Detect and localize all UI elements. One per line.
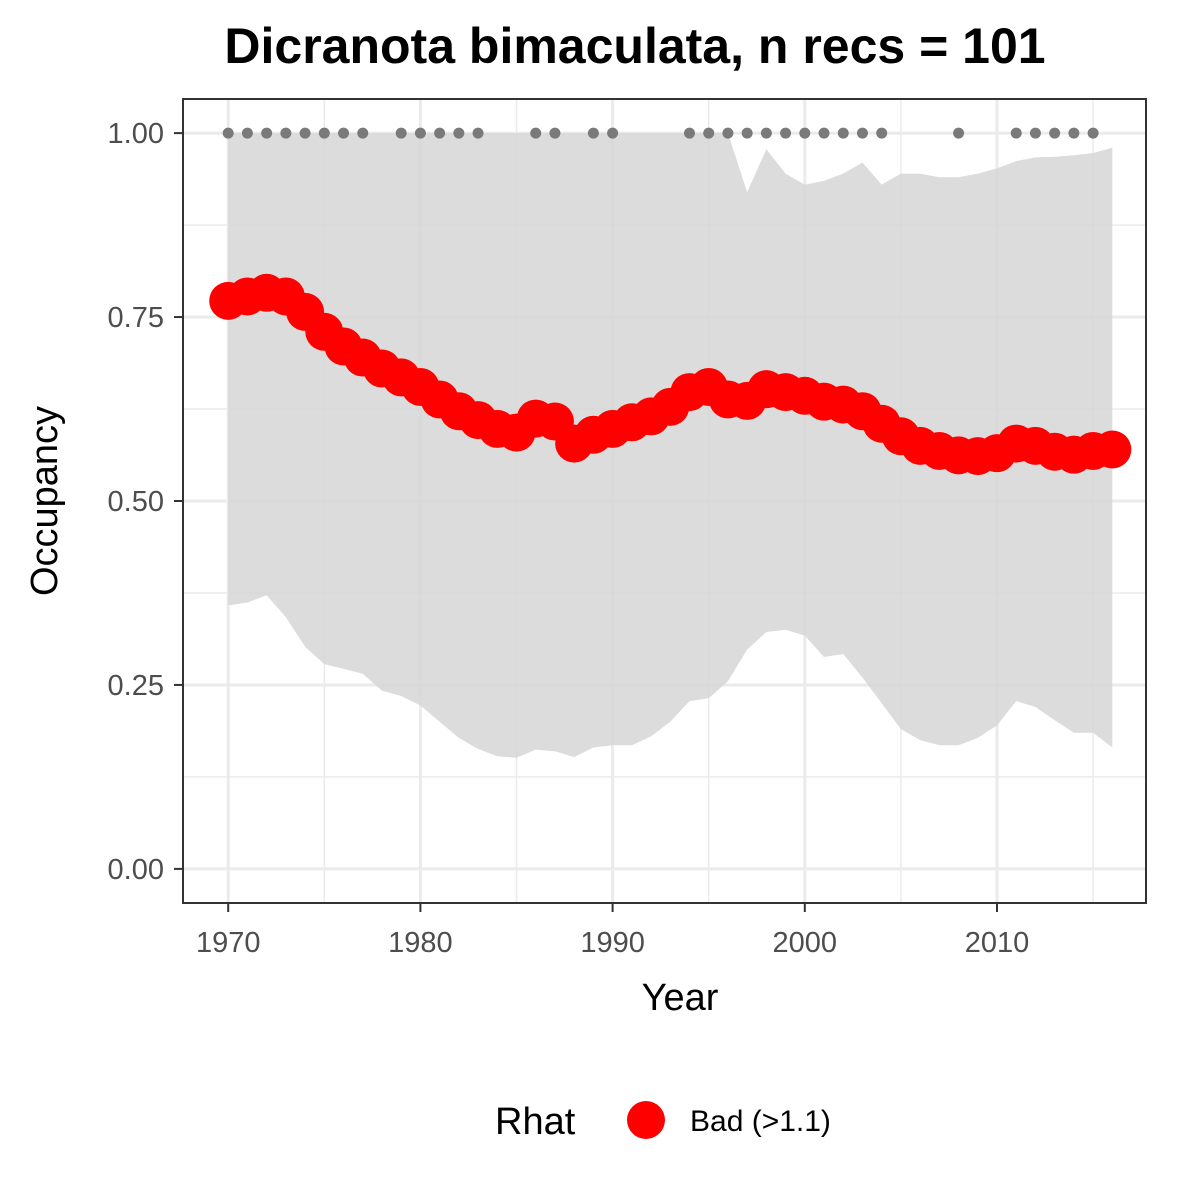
x-tick-label: 2000 — [773, 927, 838, 959]
credible-interval-area — [228, 133, 1113, 758]
record-dot — [299, 127, 311, 139]
record-dot — [318, 127, 330, 139]
record-dot — [760, 127, 772, 139]
record-dot — [338, 127, 350, 139]
x-tick-label: 1970 — [196, 927, 261, 959]
record-dot — [1010, 127, 1022, 139]
record-dot — [357, 127, 369, 139]
record-dot — [1087, 127, 1099, 139]
record-dot — [741, 127, 753, 139]
y-tick-label: 0.25 — [108, 670, 164, 702]
credible-interval-band — [228, 133, 1113, 758]
record-dot — [261, 127, 273, 139]
y-tick-label: 0.50 — [108, 486, 164, 518]
x-tick-label: 2010 — [965, 927, 1030, 959]
x-axis-title: Year — [642, 977, 719, 1019]
record-dot — [280, 127, 292, 139]
record-dot — [683, 127, 695, 139]
y-tick-label: 1.00 — [108, 118, 164, 150]
record-dot — [472, 127, 484, 139]
legend: Rhat Bad (>1.1) — [495, 1101, 831, 1143]
y-tick-label: 0.75 — [108, 302, 164, 334]
occupancy-series — [209, 273, 1132, 476]
record-dot — [856, 127, 868, 139]
legend-title: Rhat — [495, 1101, 576, 1143]
x-tick-label: 1980 — [388, 927, 453, 959]
y-axis-title: Occupancy — [24, 406, 66, 596]
record-dots — [222, 127, 1099, 139]
record-dot — [414, 127, 426, 139]
x-tick-label: 1990 — [580, 927, 645, 959]
axes: 1970 1980 1990 2000 2010 0.00 0.25 0.50 0.75 1.00 — [108, 118, 1030, 959]
record-dot — [587, 127, 599, 139]
record-dot — [703, 127, 715, 139]
record-dot — [780, 127, 792, 139]
record-dot — [1049, 127, 1061, 139]
legend-label-bad: Bad (>1.1) — [690, 1105, 831, 1138]
record-dot — [1068, 127, 1080, 139]
y-tick-label: 0.00 — [108, 854, 164, 886]
record-dot — [395, 127, 407, 139]
occupancy-point — [1093, 430, 1132, 469]
record-dot — [530, 127, 542, 139]
record-dot — [722, 127, 734, 139]
record-dot — [837, 127, 849, 139]
legend-key-bad — [627, 1101, 665, 1139]
record-dot — [953, 127, 965, 139]
record-dot — [607, 127, 619, 139]
record-dot — [549, 127, 561, 139]
record-dot — [453, 127, 465, 139]
record-dot — [1029, 127, 1041, 139]
record-dot — [434, 127, 446, 139]
record-dot — [876, 127, 888, 139]
chart-title: Dicranota bimaculata, n recs = 101 — [224, 18, 1045, 74]
record-dot — [241, 127, 253, 139]
record-dot — [799, 127, 811, 139]
record-dot — [222, 127, 234, 139]
record-dot — [818, 127, 830, 139]
